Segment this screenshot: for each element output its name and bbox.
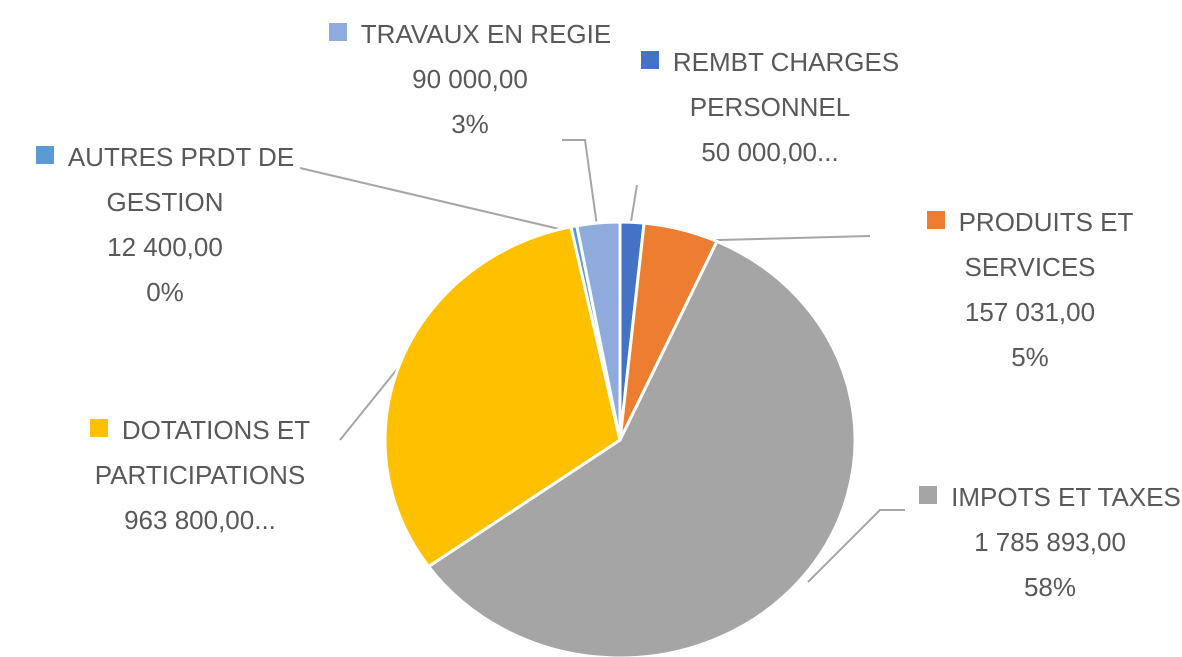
legend-entry: AUTRES PRDT DE GESTION xyxy=(0,135,330,225)
legend-entry: PRODUITS ET SERVICES xyxy=(880,200,1180,290)
legend-swatch xyxy=(926,211,945,229)
category-label: TRAVAUX EN REGIE xyxy=(360,19,612,49)
category-label: REMBT CHARGES PERSONNEL xyxy=(672,47,900,122)
pie-slice xyxy=(426,239,857,657)
value-label: 963 800,00... xyxy=(124,505,276,535)
value-label: 50 000,00... xyxy=(701,137,839,167)
category-label: PRODUITS ET SERVICES xyxy=(958,207,1134,282)
leader-line xyxy=(339,367,399,441)
percent-label: 58% xyxy=(1023,572,1077,602)
legend-entry: IMPOTS ET TAXES xyxy=(900,475,1182,520)
category-label: IMPOTS ET TAXES xyxy=(951,482,1181,512)
percent-label: 5% xyxy=(1011,342,1049,372)
percent-label: 3% xyxy=(451,109,489,139)
leader-line xyxy=(299,167,573,233)
data-label: PRODUITS ET SERVICES 157 031,00 5% xyxy=(880,200,1180,380)
legend-swatch xyxy=(89,419,108,437)
value-label: 1 785 893,00 xyxy=(974,527,1126,557)
pie-slice xyxy=(383,225,622,569)
category-label: AUTRES PRDT DE GESTION xyxy=(67,142,295,217)
data-label: IMPOTS ET TAXES 1 785 893,00 58% xyxy=(900,475,1182,610)
value-label: 157 031,00 xyxy=(964,297,1096,327)
value-label: 12 400,00 xyxy=(107,232,223,262)
legend-entry: TRAVAUX EN REGIE xyxy=(320,12,620,57)
data-label: REMBT CHARGES PERSONNEL 50 000,00... xyxy=(620,40,920,175)
data-label: TRAVAUX EN REGIE 90 000,00 3% xyxy=(320,12,620,147)
slices xyxy=(383,220,857,657)
pie-slice xyxy=(575,220,622,441)
category-label: DOTATIONS ET PARTICIPATIONS xyxy=(94,415,311,490)
legend-swatch xyxy=(640,51,659,69)
legend-swatch xyxy=(919,486,938,504)
legend-entry: REMBT CHARGES PERSONNEL xyxy=(620,40,920,130)
data-label: AUTRES PRDT DE GESTION 12 400,00 0% xyxy=(0,135,330,315)
leader-lines xyxy=(299,139,905,583)
legend-swatch xyxy=(35,146,54,164)
percent-label: 0% xyxy=(146,277,184,307)
data-label: DOTATIONS ET PARTICIPATIONS 963 800,00... xyxy=(0,408,400,543)
legend-entry: DOTATIONS ET PARTICIPATIONS xyxy=(0,408,400,498)
legend-swatch xyxy=(328,23,347,41)
leader-line xyxy=(807,509,905,583)
value-label: 90 000,00 xyxy=(412,64,528,94)
leader-line xyxy=(562,139,598,227)
